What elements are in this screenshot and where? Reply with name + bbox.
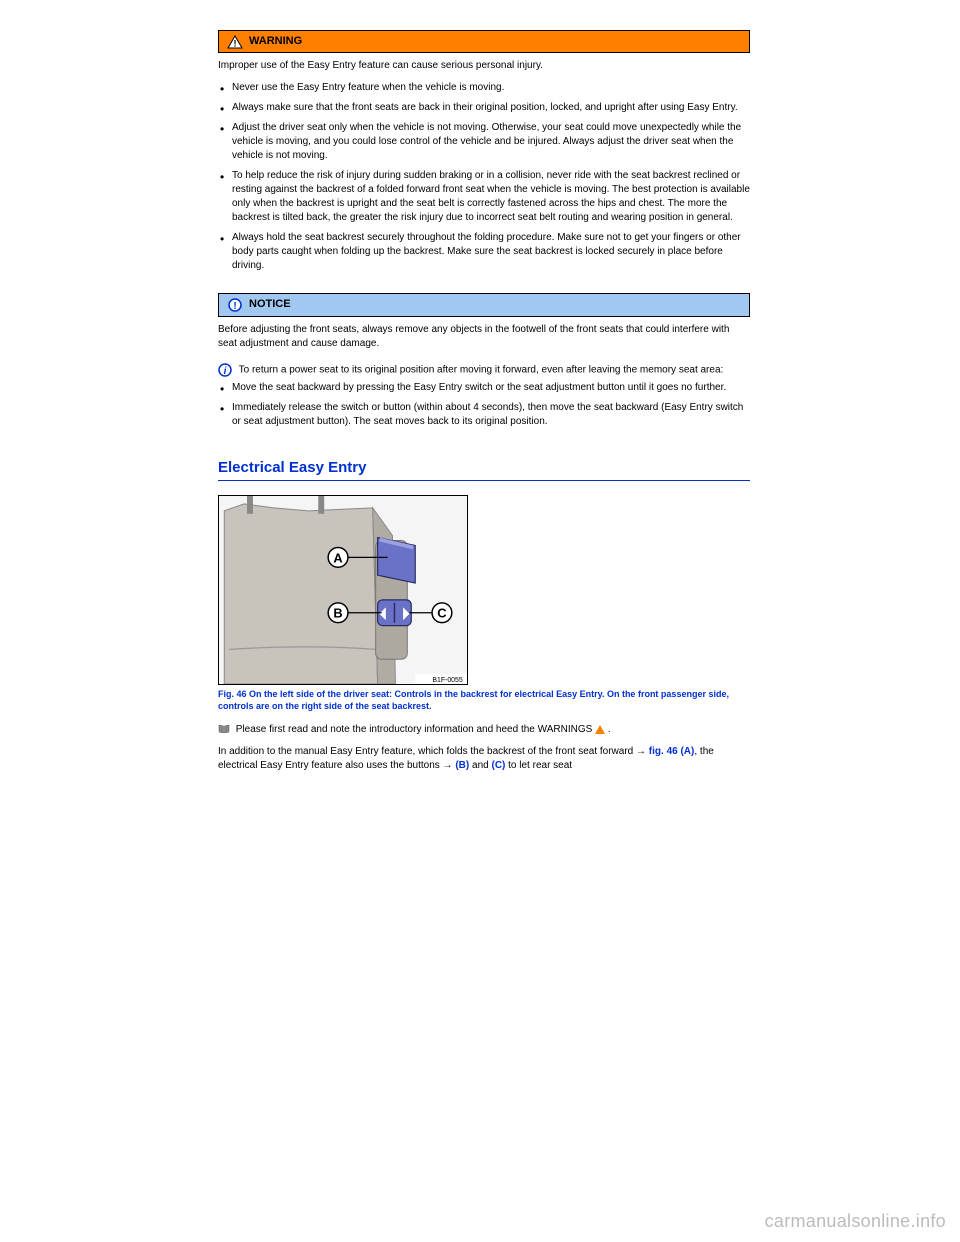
book-icon: [218, 724, 230, 734]
warning-bullet: Never use the Easy Entry feature when th…: [218, 81, 750, 95]
inline-warning-icon: [595, 724, 608, 735]
feature-description: In addition to the manual Easy Entry fea…: [218, 745, 750, 773]
warning-label: WARNING: [249, 34, 302, 49]
section-title: Electrical Easy Entry: [218, 457, 750, 481]
notice-text: Before adjusting the front seats, always…: [218, 323, 750, 351]
tip-intro: To return a power seat to its original p…: [239, 364, 724, 375]
svg-text:A: A: [333, 551, 342, 566]
notice-circle-icon: !: [227, 298, 243, 312]
warning-bullet: Always make sure that the front seats ar…: [218, 101, 750, 115]
warning-bullet: To help reduce the risk of injury during…: [218, 169, 750, 225]
fig-ref-b[interactable]: (B): [453, 760, 470, 771]
figure-caption: Fig. 46 On the left side of the driver s…: [218, 689, 738, 712]
figure-image: A B C B1F-0055: [218, 495, 468, 685]
warning-bullet: Adjust the driver seat only when the veh…: [218, 121, 750, 163]
notice-header: ! NOTICE: [219, 294, 749, 315]
svg-text:!: !: [234, 38, 237, 48]
tip-bullet: Immediately release the switch or button…: [218, 401, 750, 429]
tip-bullet-list: Move the seat backward by pressing the E…: [218, 381, 750, 429]
warning-triangle-icon: !: [227, 35, 243, 49]
warning-bullet: Always hold the seat backrest securely t…: [218, 231, 750, 273]
notice-label: NOTICE: [249, 297, 291, 312]
intro-warning-line: Please first read and note the introduct…: [218, 723, 750, 737]
notice-box: ! NOTICE: [218, 293, 750, 316]
watermark: carmanualsonline.info: [765, 1209, 946, 1234]
svg-text:!: !: [233, 301, 236, 312]
figure-block: A B C B1F-0055 Fig. 46 On the left side …: [218, 495, 750, 712]
fig-ref-c[interactable]: (C): [491, 760, 505, 771]
svg-text:i: i: [224, 366, 227, 377]
svg-text:C: C: [437, 606, 446, 621]
tip-line: i To return a power seat to its original…: [218, 363, 750, 378]
svg-text:B1F-0055: B1F-0055: [432, 677, 462, 684]
warning-intro: Improper use of the Easy Entry feature c…: [218, 59, 750, 73]
svg-text:B: B: [333, 606, 342, 621]
fig-ref-a[interactable]: fig. 46 (A): [649, 746, 695, 757]
tip-bullet: Move the seat backward by pressing the E…: [218, 381, 750, 395]
warning-bullet-list: Never use the Easy Entry feature when th…: [218, 81, 750, 273]
warning-box: ! WARNING: [218, 30, 750, 53]
warning-header: ! WARNING: [219, 31, 749, 52]
info-circle-icon: i: [218, 363, 232, 377]
